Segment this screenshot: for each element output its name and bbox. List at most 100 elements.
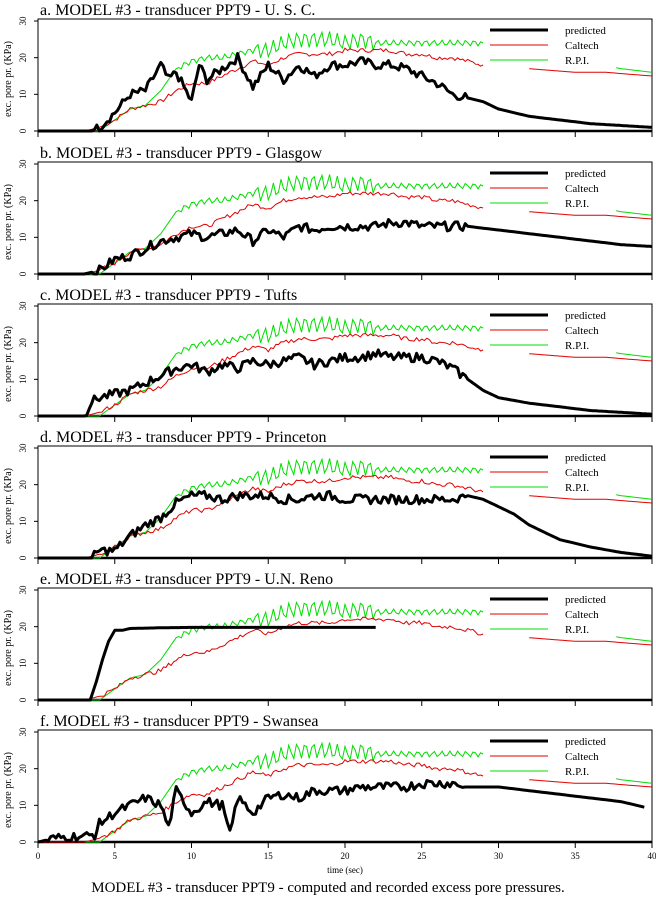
series-caltech-line: [529, 779, 653, 788]
y-axis-label: exc. pore pr. (KPa): [3, 468, 14, 544]
y-tick-label: 0: [18, 128, 28, 133]
series-predicted-line: [38, 52, 653, 133]
x-tick-label: 5: [113, 851, 118, 861]
legend-label: R.P.I.: [565, 482, 589, 494]
series-caltech-line: [529, 68, 653, 77]
y-tick-label: 30: [18, 443, 28, 453]
series-rpi-line: [616, 352, 653, 358]
y-tick-label: 10: [18, 658, 28, 668]
y-tick-label: 10: [18, 89, 28, 99]
series-caltech-line: [529, 637, 653, 646]
legend: predicted Caltech R.P.I.: [488, 165, 606, 210]
series-predicted-line: [38, 625, 376, 702]
series-predicted-line: [37, 779, 645, 844]
x-tick-label: 10: [187, 851, 197, 861]
x-tick-label: 40: [648, 851, 656, 861]
y-tick-label: 30: [18, 727, 28, 737]
chart-panel-0: a. MODEL #3 - transducer PPT9 - U. S. C.…: [3, 2, 653, 137]
y-axis-label: exc. pore pr. (KPa): [3, 610, 14, 686]
legend-label: predicted: [565, 25, 606, 37]
series-caltech-line: [529, 211, 653, 220]
x-tick-label: 20: [341, 851, 351, 861]
panel-title: c. MODEL #3 - transducer PPT9 - Tufts: [40, 287, 297, 304]
figure-caption: MODEL #3 - transducer PPT9 - computed an…: [91, 880, 565, 896]
legend-label: predicted: [565, 736, 606, 748]
legend-label: R.P.I.: [565, 198, 589, 210]
chart-panel-1: b. MODEL #3 - transducer PPT9 - Glasgow 0…: [3, 145, 653, 280]
y-tick-label: 20: [18, 53, 28, 63]
y-tick-label: 30: [18, 585, 28, 595]
series-caltech-line: [38, 332, 484, 417]
series-caltech-line: [529, 495, 653, 504]
legend-label: Caltech: [565, 751, 599, 763]
series-caltech-line: [38, 616, 484, 701]
y-tick-label: 10: [18, 232, 28, 242]
panel-title: b. MODEL #3 - transducer PPT9 - Glasgow: [40, 145, 322, 162]
series-caltech-line: [38, 758, 484, 843]
chart-panel-3: d. MODEL #3 - transducer PPT9 - Princeto…: [3, 429, 653, 564]
legend: predicted Caltech R.P.I.: [488, 22, 606, 67]
legend-label: R.P.I.: [565, 624, 589, 636]
y-tick-label: 30: [18, 16, 28, 26]
legend: predicted Caltech R.P.I.: [488, 591, 606, 636]
series-rpi-line: [616, 494, 653, 500]
legend: predicted Caltech R.P.I.: [488, 307, 606, 352]
y-tick-label: 0: [18, 413, 28, 418]
legend-label: predicted: [565, 594, 606, 606]
y-tick-label: 0: [18, 555, 28, 560]
series-rpi-line: [38, 457, 484, 559]
y-axis-label: exc. pore pr. (KPa): [3, 752, 14, 828]
legend-label: Caltech: [565, 325, 599, 337]
y-tick-label: 30: [18, 301, 28, 311]
y-tick-label: 30: [18, 159, 28, 169]
series-rpi-line: [616, 210, 653, 216]
series-rpi-line: [38, 30, 484, 132]
legend-label: predicted: [565, 168, 606, 180]
chart-panel-2: c. MODEL #3 - transducer PPT9 - Tufts 0 10…: [3, 287, 653, 422]
chart-panel-4: e. MODEL #3 - transducer PPT9 - U.N. Ren…: [3, 571, 653, 706]
y-tick-label: 10: [18, 800, 28, 810]
y-tick-label: 10: [18, 374, 28, 384]
series-rpi-line: [616, 67, 653, 73]
legend-label: R.P.I.: [565, 55, 589, 67]
y-axis-label: exc. pore pr. (KPa): [3, 184, 14, 260]
legend-label: predicted: [565, 310, 606, 322]
series-rpi-line: [616, 778, 653, 784]
legend-label: Caltech: [565, 609, 599, 621]
x-tick-label: 15: [264, 851, 274, 861]
series-caltech-line: [529, 353, 653, 362]
legend-label: Caltech: [565, 40, 599, 52]
y-tick-label: 20: [18, 622, 28, 632]
x-tick-label: 0: [36, 851, 41, 861]
series-predicted-line: [38, 348, 653, 418]
series-rpi-line: [616, 636, 653, 642]
legend-label: R.P.I.: [565, 766, 589, 778]
chart-panel-5: f. MODEL #3 - transducer PPT9 - Swansea 0…: [3, 713, 653, 848]
series-caltech-line: [38, 47, 484, 132]
series-predicted-line: [38, 218, 653, 276]
x-tick-label: 30: [494, 851, 504, 861]
series-predicted-line: [38, 489, 653, 560]
y-tick-label: 20: [18, 480, 28, 490]
y-tick-label: 20: [18, 196, 28, 206]
y-axis-label: exc. pore pr. (KPa): [3, 41, 14, 117]
legend-label: Caltech: [565, 183, 599, 195]
y-axis-label: exc. pore pr. (KPa): [3, 326, 14, 402]
y-tick-label: 20: [18, 764, 28, 774]
legend: predicted Caltech R.P.I.: [488, 449, 606, 494]
legend-label: Caltech: [565, 467, 599, 479]
panel-title: d. MODEL #3 - transducer PPT9 - Princeto…: [40, 429, 326, 446]
y-tick-label: 20: [18, 338, 28, 348]
legend-label: predicted: [565, 452, 606, 464]
legend-label: R.P.I.: [565, 340, 589, 352]
legend: predicted Caltech R.P.I.: [488, 733, 606, 778]
y-tick-label: 0: [18, 697, 28, 702]
x-tick-label: 35: [571, 851, 581, 861]
x-tick-label: 25: [417, 851, 427, 861]
panel-title: f. MODEL #3 - transducer PPT9 - Swansea: [40, 713, 318, 730]
series-rpi-line: [38, 741, 484, 843]
panel-title: a. MODEL #3 - transducer PPT9 - U. S. C.: [40, 2, 315, 19]
series-caltech-line: [38, 474, 484, 559]
y-tick-label: 10: [18, 516, 28, 526]
